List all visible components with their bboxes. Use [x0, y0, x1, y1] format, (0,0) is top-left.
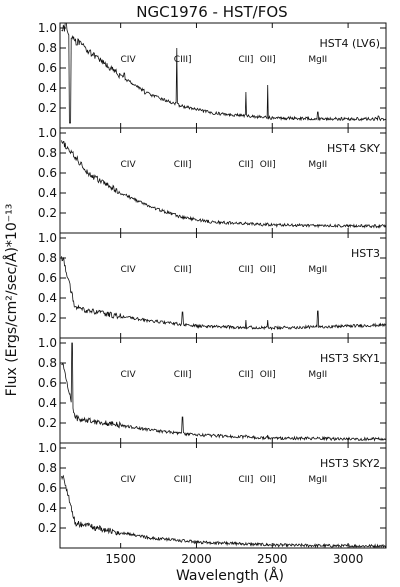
y-tick-label: 0.2 [38, 416, 57, 430]
panel-name: HST3 SKY2 [320, 457, 380, 470]
y-tick-label: 0.8 [38, 356, 57, 370]
y-tick-label: 0.8 [38, 146, 57, 160]
panel-name: HST3 [351, 247, 380, 260]
line-id-label: OII] [260, 475, 276, 485]
line-id-label: CIV [121, 265, 137, 275]
spectrum-line [61, 256, 387, 331]
chart-title: NGC1976 - HST/FOS [136, 3, 287, 21]
y-tick-label: 0.6 [38, 376, 57, 390]
panel-2: 0.2 0.4 0.6 0.8 1.0 HST4 SKY CIV CIII] CII] OII] M… [38, 126, 387, 234]
panel-frame [59, 232, 387, 339]
panel-4: 0.2 0.4 0.6 0.8 1.0 HST3 SKY1 CIV CIII] CII] OII]… [38, 336, 387, 444]
panel-name: HST3 SKY1 [320, 352, 380, 365]
line-id-label: OII] [260, 55, 276, 65]
line-id-label: CIII] [174, 475, 192, 485]
x-axis-label: Wavelength (Å) [176, 567, 284, 583]
panel-3: 0.2 0.4 0.6 0.8 1.0 HST3 CIV CIII] CII] OII] MgII [38, 231, 387, 339]
y-tick-label: 0.4 [38, 396, 57, 410]
line-id-label: CIII] [174, 160, 192, 170]
panel-1: 0.2 0.4 0.6 0.8 1.0 HST4 (LV6) CIV CIII] CII] OII… [38, 21, 387, 129]
line-id-label: MgII [308, 475, 327, 485]
spectrum-line [61, 474, 387, 549]
y-tick-label: 0.4 [38, 501, 57, 515]
y-tick-label: 1.0 [38, 126, 57, 140]
y-tick-label: 0.4 [38, 81, 57, 95]
line-id-label: OII] [260, 160, 276, 170]
panel-name: HST4 (LV6) [320, 37, 381, 50]
y-tick-label: 0.8 [38, 41, 57, 55]
y-tick-label: 1.0 [38, 231, 57, 245]
line-id-label: CIV [121, 160, 137, 170]
line-id-label: CII] [238, 475, 253, 485]
x-tick-label: 3000 [333, 552, 364, 566]
line-id-label: CIV [121, 55, 137, 65]
line-id-label: CII] [238, 55, 253, 65]
y-tick-label: 0.4 [38, 186, 57, 200]
x-tick-label: 2500 [257, 552, 288, 566]
y-tick-label: 1.0 [38, 441, 57, 455]
line-id-label: CII] [238, 160, 253, 170]
y-tick-label: 1.0 [38, 21, 57, 35]
y-tick-label: 0.2 [38, 521, 57, 535]
line-id-label: CIII] [174, 265, 192, 275]
y-tick-label: 0.6 [38, 481, 57, 495]
x-tick-label: 1500 [105, 552, 136, 566]
y-tick-label: 0.8 [38, 461, 57, 475]
panel-name: HST4 SKY [327, 142, 380, 155]
line-id-label: MgII [308, 265, 327, 275]
spectrum-line [61, 22, 387, 124]
line-id-label: MgII [308, 370, 327, 380]
y-tick-label: 0.4 [38, 291, 57, 305]
line-id-label: CIII] [174, 370, 192, 380]
x-tick-label: 2000 [181, 552, 212, 566]
panel-5: 0.2 0.4 0.6 0.8 1.0 HST3 SKY2 CIV CIII] CII] OII]… [38, 441, 387, 549]
y-tick-label: 0.8 [38, 251, 57, 265]
y-tick-label: 0.2 [38, 101, 57, 115]
spectrum-line [61, 342, 387, 442]
y-tick-label: 0.2 [38, 311, 57, 325]
y-tick-label: 0.6 [38, 166, 57, 180]
y-tick-label: 0.6 [38, 271, 57, 285]
y-tick-label: 1.0 [38, 336, 57, 350]
line-id-label: CII] [238, 370, 253, 380]
y-axis-label: Flux (Ergs/cm²/sec/Å)*10⁻¹³ [3, 204, 20, 397]
spectrum-line [61, 140, 387, 229]
line-id-label: OII] [260, 370, 276, 380]
line-id-label: CIII] [174, 55, 192, 65]
panel-frame [59, 442, 387, 549]
line-id-label: MgII [308, 160, 327, 170]
line-id-label: CIV [121, 370, 137, 380]
line-id-label: CIV [121, 475, 137, 485]
y-tick-label: 0.6 [38, 61, 57, 75]
y-tick-label: 0.2 [38, 206, 57, 220]
line-id-label: CII] [238, 265, 253, 275]
line-id-label: OII] [260, 265, 276, 275]
line-id-label: MgII [308, 55, 327, 65]
